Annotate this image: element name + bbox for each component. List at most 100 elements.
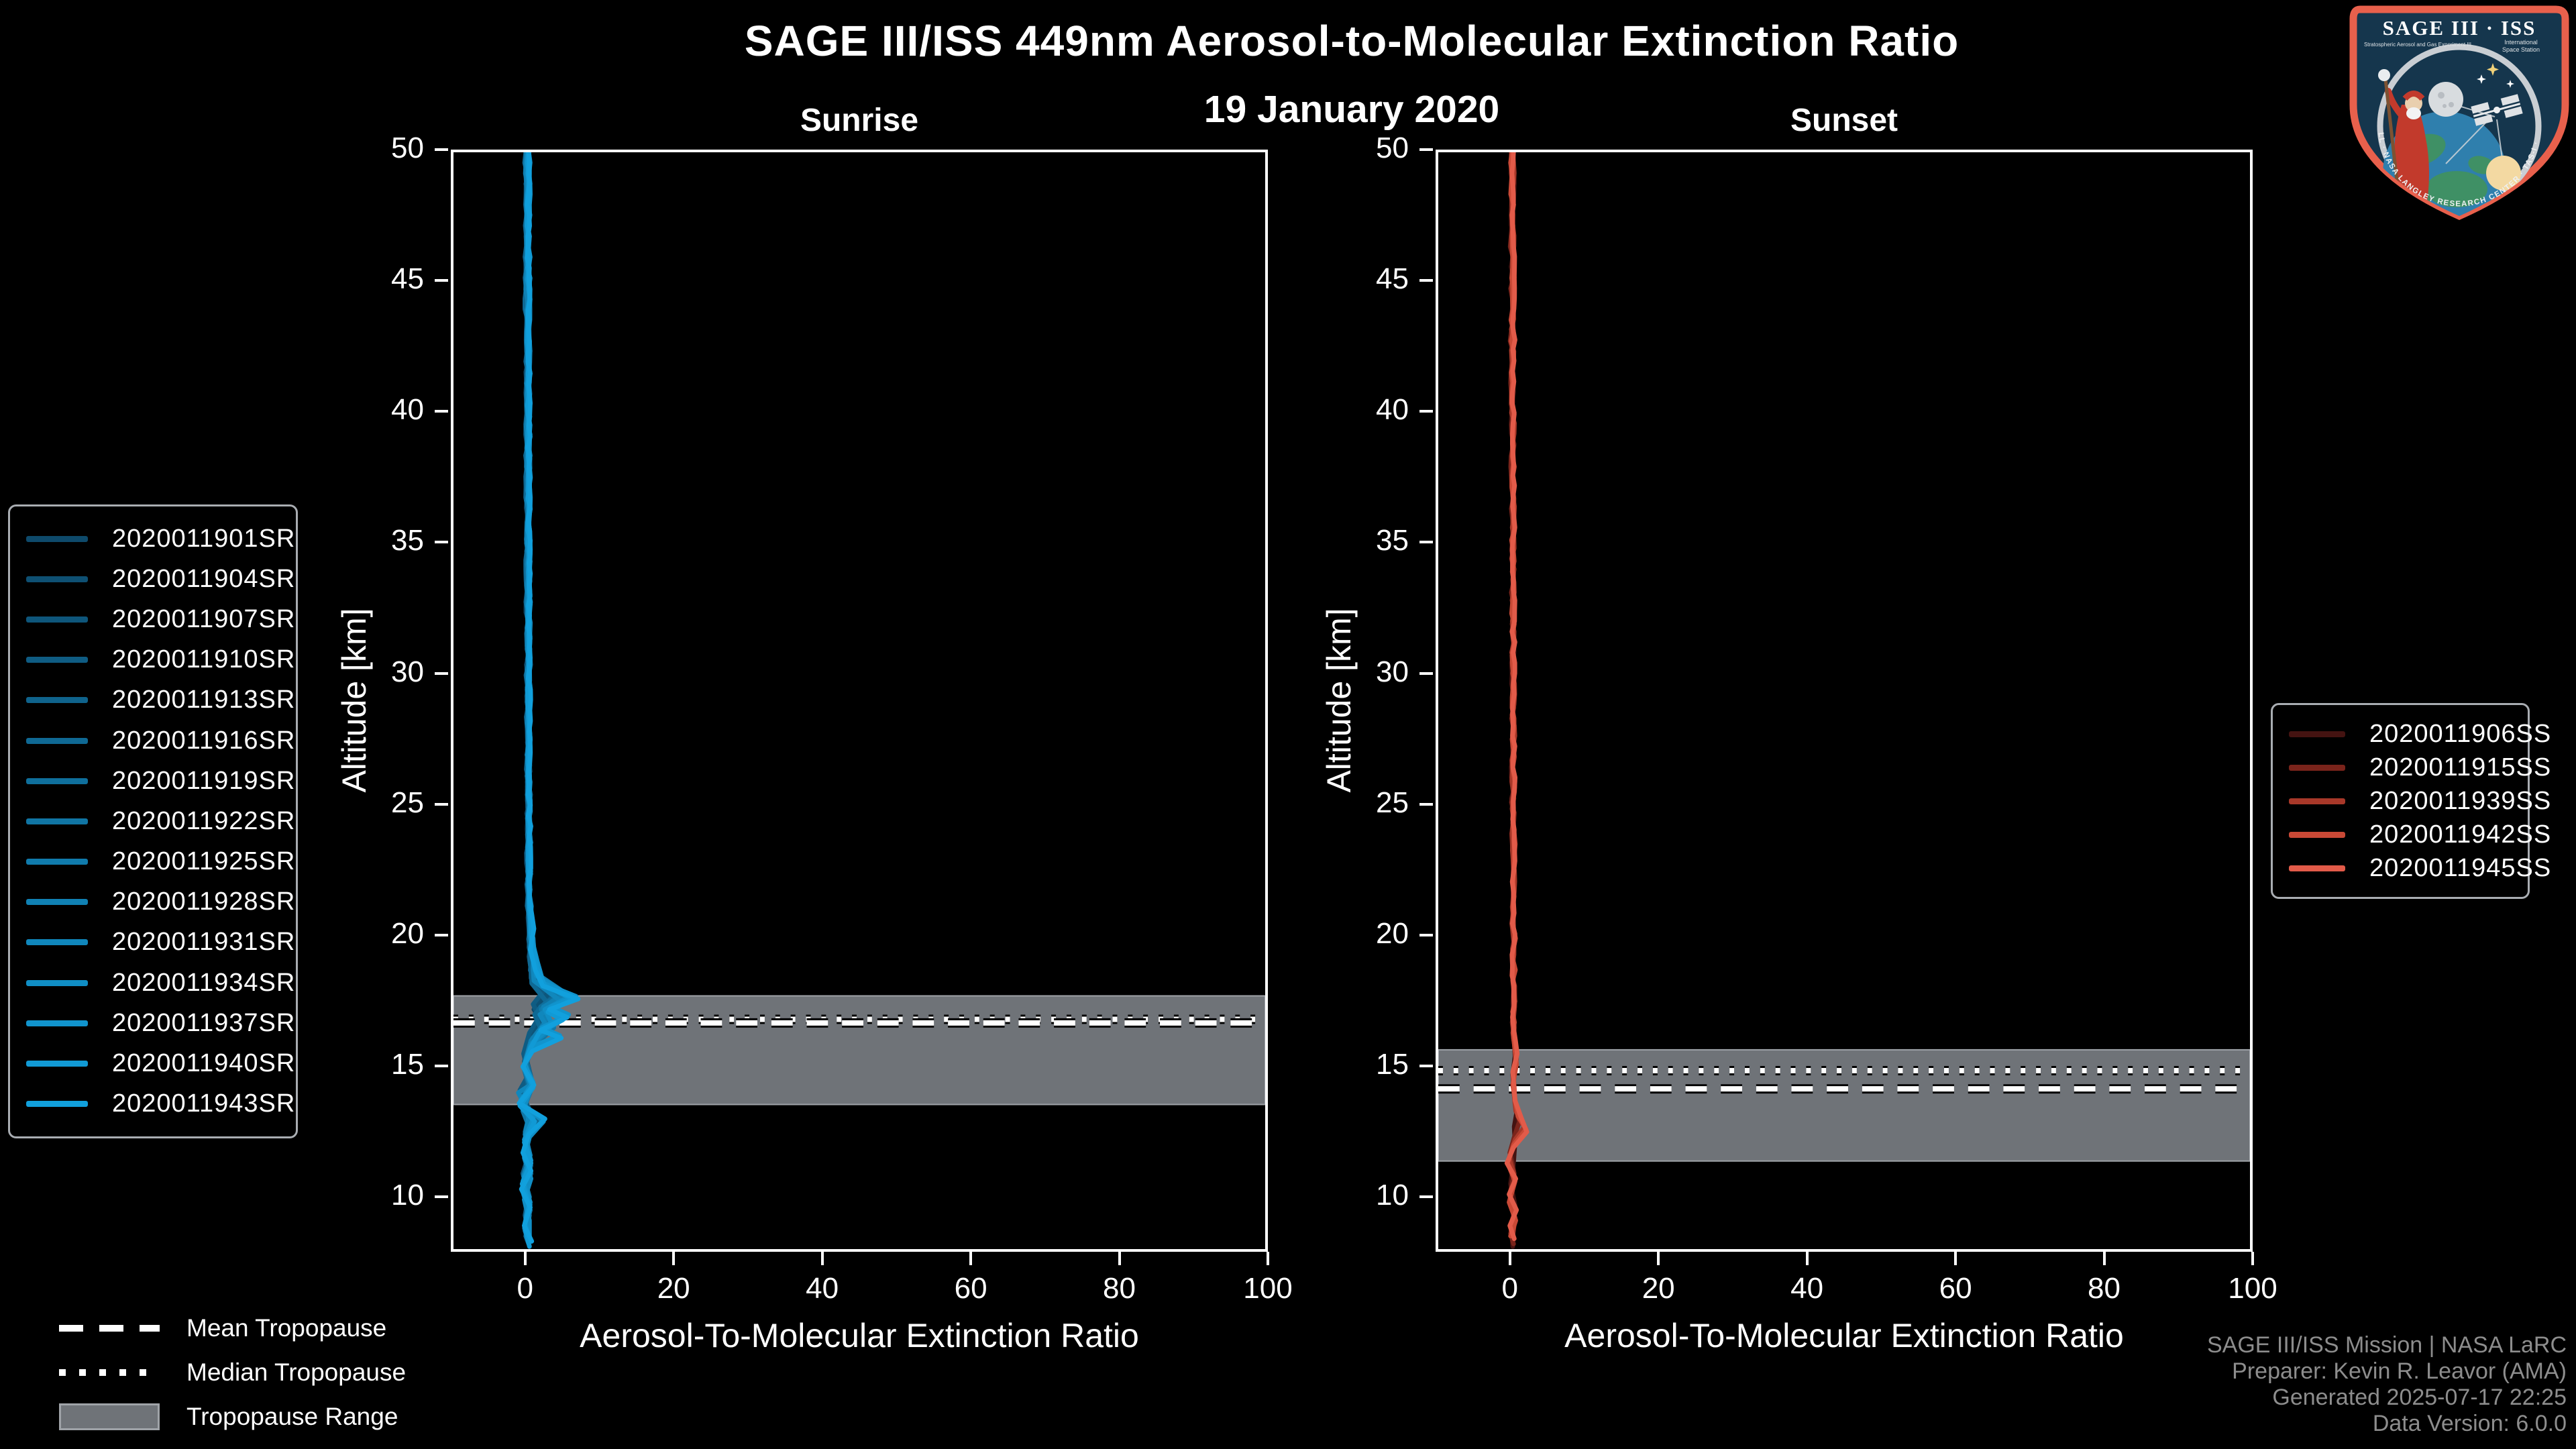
y-axis-label-sunrise: Altitude [km] [335,608,373,793]
legend-line-sample [26,859,88,865]
x-tick-label: 0 [1501,1272,1518,1305]
legend-item: 2020011928SR [26,888,294,916]
page-title: SAGE III/ISS 449nm Aerosol-to-Molecular … [744,17,1960,65]
sunset-plot-canvas [1438,152,2250,1249]
legend-item: 2020011915SS [2289,753,2551,782]
y-tick-label: 10 [391,1179,424,1212]
y-axis-tick [435,279,448,282]
legend-item: 2020011913SR [26,686,294,714]
date-subtitle: 19 January 2020 [1203,88,1500,131]
tropopause-range-band [453,995,1265,1106]
sunset-plot-area [1436,150,2253,1252]
x-axis-tick [1805,1252,1809,1265]
y-axis-tick [1419,279,1433,282]
legend-line-sample [26,818,88,824]
y-axis-label-sunset: Altitude [km] [1320,608,1358,793]
star-icons [2477,63,2514,88]
x-axis-tick [1954,1252,1957,1265]
legend-line-sample [2289,764,2345,771]
x-axis-tick [2102,1252,2106,1265]
y-axis-tick [1419,1195,1433,1199]
y-tick-label: 20 [391,916,424,950]
y-tick-label: 35 [1376,524,1409,557]
legend-item-label: 2020011910SR [112,645,296,674]
median-tropopause-legend-item: Median Tropopause [59,1358,406,1387]
patch-title: SAGE III · ISS [2383,16,2536,40]
x-tick-label: 20 [1642,1272,1675,1305]
legend-item-label: 2020011906SS [2369,719,2552,748]
x-axis-tick [672,1252,676,1265]
y-tick-label: 40 [391,393,424,427]
legend-item: 2020011943SR [26,1089,294,1118]
legend-item: 2020011945SS [2289,854,2551,883]
y-tick-label: 45 [391,262,424,296]
series-line-2020011945SS [1504,152,1529,1241]
tropopause-range-patch-sample [59,1403,160,1430]
y-axis-tick [1419,541,1433,544]
legend-line-sample [26,576,88,582]
y-axis-tick [435,148,448,151]
legend-item-label: 2020011913SR [112,686,296,714]
x-tick-label: 100 [1243,1272,1293,1305]
y-axis-tick [1419,672,1433,675]
y-tick-label: 50 [1376,131,1409,164]
legend-item-label: 2020011937SR [112,1008,296,1037]
legend-item: 2020011922SR [26,807,294,836]
legend-item: 2020011910SR [26,645,294,674]
median-tropopause-line-sample [59,1369,160,1376]
sunset-legend: 2020011906SS 2020011915SS 2020011939SS 2020… [2271,703,2551,899]
legend-line-sample [26,777,88,784]
legend-item: 2020011919SR [26,767,294,796]
sage-iss-mission-patch-logo: SAGE III · ISS Stratospheric Aerosol and… [2344,4,2569,220]
legend-item-label: 2020011931SR [112,928,296,957]
y-axis-tick [435,802,448,806]
legend-item-label: 2020011922SR [112,806,296,835]
moon-illustration [2428,82,2463,117]
x-axis-tick [1508,1252,1511,1265]
legend-item-label: 2020011915SS [2369,753,2552,782]
legend-item-label: 2020011901SR [112,524,296,553]
mean-tropopause-line-sample [59,1325,160,1332]
sunrise-legend: 2020011901SR 2020011904SR 2020011907SR 2020… [8,504,298,1138]
legend-line-sample [26,939,88,946]
y-tick-label: 40 [1376,393,1409,427]
legend-item-label: 2020011943SR [112,1089,296,1118]
tropopause-range-label: Tropopause Range [186,1403,398,1430]
x-axis-tick [820,1252,824,1265]
legend-item-label: 2020011940SR [112,1049,296,1078]
y-axis-tick [435,541,448,544]
legend-item: 2020011904SR [26,565,294,594]
legend-item-label: 2020011934SR [112,968,296,997]
x-axis-tick [1657,1252,1660,1265]
legend-item-label: 2020011919SR [112,766,296,795]
x-tick-label: 100 [2228,1272,2277,1305]
y-tick-label: 20 [1376,916,1409,950]
legend-item: 2020011906SS [2289,720,2551,749]
legend-line-sample [26,657,88,663]
legend-item: 2020011934SR [26,969,294,998]
legend-item: 2020011916SR [26,727,294,755]
panel-title-sunset: Sunset [1790,103,1898,138]
legend-item: 2020011939SS [2289,787,2551,816]
legend-item-label: 2020011945SS [2369,853,2552,882]
tropopause-legend: Mean Tropopause Median Tropopause Tropop… [59,1313,406,1432]
patch-subtitle-right-1: International [2504,39,2538,46]
mission-attribution: SAGE III/ISS Mission | NASA LaRC [2206,1332,2567,1358]
x-axis-tick [969,1252,973,1265]
mean-tropopause-label: Mean Tropopause [186,1314,387,1342]
x-axis-tick [1267,1252,1269,1265]
sunrise-plot-canvas [453,152,1265,1249]
y-axis-tick [435,933,448,936]
x-axis-label-sunrise: Aerosol-To-Molecular Extinction Ratio [580,1317,1139,1354]
legend-line-sample [2289,731,2345,737]
legend-item-label: 2020011904SR [112,564,296,593]
legend-item: 2020011940SR [26,1049,294,1078]
legend-item-label: 2020011939SS [2369,786,2552,815]
legend-item-label: 2020011925SR [112,847,296,876]
y-tick-label: 15 [1376,1047,1409,1081]
sun-illustration [2486,156,2521,191]
x-axis-tick [523,1252,527,1265]
panel-title-sunrise: Sunrise [800,103,919,138]
y-axis-tick [435,410,448,413]
